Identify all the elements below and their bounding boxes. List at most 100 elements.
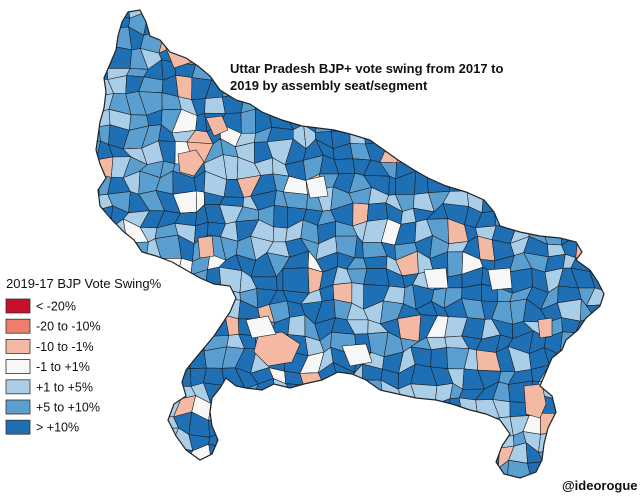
assembly-segment bbox=[386, 474, 401, 478]
assembly-segment bbox=[303, 435, 323, 451]
assembly-segment bbox=[560, 426, 579, 450]
assembly-segment bbox=[79, 222, 94, 239]
assembly-segment bbox=[609, 337, 628, 353]
assembly-segment bbox=[125, 461, 147, 478]
assembly-segment bbox=[315, 417, 340, 437]
assembly-segment bbox=[275, 427, 292, 454]
legend-swatch bbox=[5, 359, 31, 375]
assembly-segment bbox=[446, 122, 470, 149]
map-title-line-2: 2019 by assembly seat/segment bbox=[230, 78, 428, 93]
assembly-segment bbox=[560, 94, 574, 113]
assembly-segment bbox=[320, 458, 338, 478]
assembly-segment bbox=[267, 467, 286, 478]
assembly-segment bbox=[109, 481, 132, 497]
assembly-segment bbox=[284, 460, 303, 478]
assembly-segment bbox=[557, 413, 579, 432]
assembly-segment bbox=[351, 379, 368, 403]
assembly-segment bbox=[111, 394, 131, 417]
assembly-segment bbox=[458, 397, 479, 420]
assembly-segment bbox=[378, 10, 404, 18]
assembly-segment bbox=[251, 10, 271, 16]
assembly-segment bbox=[557, 110, 576, 125]
legend-item: > +10% bbox=[5, 419, 79, 435]
assembly-segment bbox=[272, 479, 287, 500]
assembly-segment bbox=[573, 396, 596, 418]
assembly-segment bbox=[560, 77, 577, 99]
assembly-segment bbox=[588, 155, 604, 181]
assembly-segment bbox=[96, 443, 115, 467]
assembly-segment bbox=[366, 10, 382, 13]
assembly-segment bbox=[522, 125, 550, 148]
assembly-segment bbox=[427, 12, 452, 38]
assembly-segment bbox=[96, 301, 113, 322]
assembly-segment bbox=[366, 413, 385, 438]
assembly-segment bbox=[75, 79, 91, 98]
assembly-segment bbox=[96, 418, 102, 436]
assembly-segment bbox=[175, 74, 193, 100]
assembly-segment bbox=[187, 350, 207, 369]
assembly-segment bbox=[379, 109, 399, 126]
assembly-segment bbox=[130, 300, 148, 323]
assembly-segment bbox=[527, 15, 542, 38]
assembly-segment bbox=[189, 12, 212, 36]
assembly-segment bbox=[412, 412, 438, 435]
assembly-segment bbox=[417, 428, 438, 450]
assembly-segment bbox=[330, 446, 358, 465]
assembly-segment bbox=[303, 381, 323, 402]
assembly-segment bbox=[427, 10, 453, 21]
assembly-segment bbox=[603, 395, 604, 420]
assembly-segment bbox=[333, 401, 355, 422]
assembly-segment bbox=[539, 107, 563, 128]
assembly-segment bbox=[110, 315, 132, 341]
assembly-segment bbox=[572, 98, 590, 113]
assembly-segment bbox=[445, 462, 466, 478]
assembly-segment bbox=[539, 203, 565, 229]
assembly-segment bbox=[411, 122, 438, 150]
assembly-segment bbox=[397, 474, 421, 478]
assembly-segment bbox=[303, 412, 323, 437]
assembly-segment bbox=[587, 237, 604, 260]
assembly-segment bbox=[492, 122, 512, 146]
assembly-segment bbox=[251, 398, 276, 420]
assembly-segment bbox=[463, 458, 485, 478]
assembly-segment bbox=[362, 379, 384, 398]
assembly-segment bbox=[523, 383, 547, 419]
assembly-segment bbox=[602, 218, 604, 239]
legend-label: +5 to +10% bbox=[36, 401, 100, 415]
assembly-segment bbox=[157, 334, 178, 349]
assembly-segment bbox=[124, 396, 141, 422]
assembly-segment bbox=[575, 332, 594, 357]
assembly-segment bbox=[96, 443, 101, 467]
assembly-segment bbox=[318, 480, 338, 496]
assembly-segment bbox=[292, 10, 307, 21]
assembly-segment bbox=[352, 10, 374, 35]
assembly-segment bbox=[106, 46, 133, 69]
assembly-segment bbox=[607, 28, 621, 52]
assembly-segment bbox=[189, 10, 213, 20]
assembly-segment bbox=[125, 315, 150, 341]
assembly-segment bbox=[587, 10, 604, 18]
assembly-segment bbox=[545, 163, 564, 180]
assembly-segment bbox=[228, 444, 243, 469]
assembly-segment bbox=[287, 27, 308, 49]
assembly-segment bbox=[445, 156, 469, 175]
assembly-segment bbox=[218, 266, 243, 294]
assembly-segment bbox=[429, 147, 454, 158]
assembly-segment bbox=[96, 237, 118, 257]
assembly-segment bbox=[221, 394, 242, 419]
assembly-segment bbox=[611, 235, 625, 259]
assembly-segment bbox=[491, 435, 515, 449]
assembly-segment bbox=[285, 97, 310, 116]
assembly-segment bbox=[412, 400, 436, 421]
assembly-segment bbox=[177, 11, 190, 33]
assembly-segment bbox=[606, 190, 624, 203]
assembly-segment bbox=[588, 395, 604, 420]
assembly-segment bbox=[602, 203, 604, 229]
assembly-segment bbox=[253, 442, 277, 468]
assembly-segment bbox=[171, 287, 194, 309]
assembly-segment bbox=[480, 436, 501, 449]
legend-item: -10 to -1% bbox=[5, 338, 94, 354]
legend-item: +1 to +5% bbox=[5, 379, 93, 394]
assembly-segment bbox=[225, 467, 243, 478]
assembly-segment bbox=[557, 122, 576, 148]
